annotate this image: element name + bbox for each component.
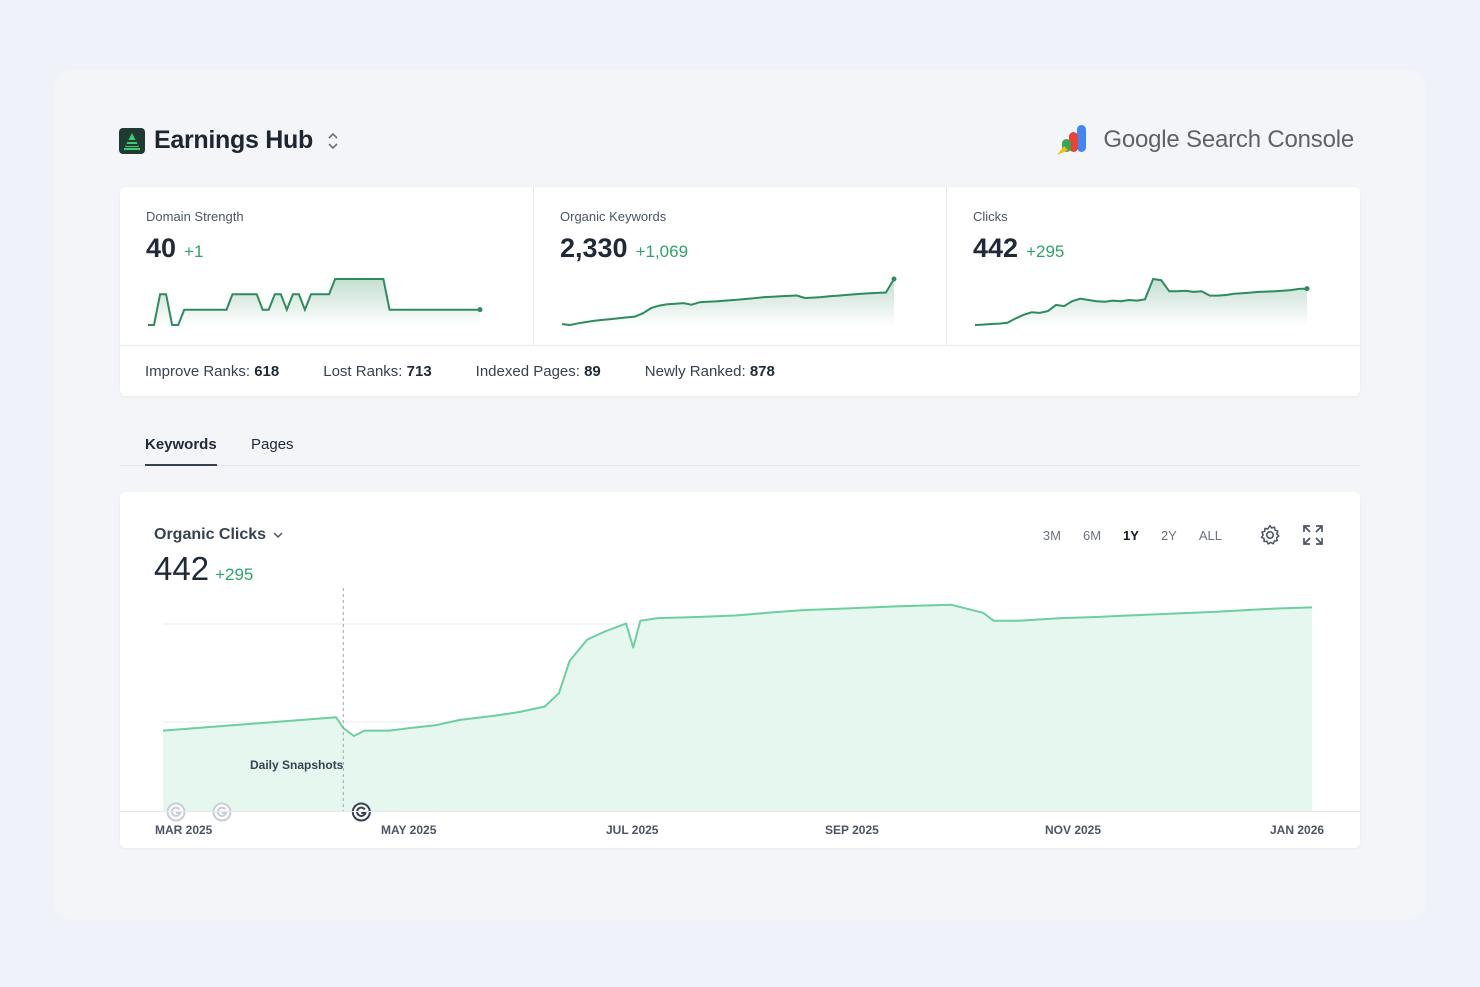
sparkline-line [974, 277, 1308, 326]
x-tick-label: JAN 2026 [1270, 823, 1325, 837]
app-logo-icon [119, 127, 145, 154]
x-tick-label: JUL 2025 [606, 823, 659, 837]
series-area [163, 604, 1312, 811]
range-2y[interactable]: 2Y [1160, 528, 1177, 543]
integration-name: Google Search Console [1103, 126, 1354, 153]
stat-improve-ranks: Improve Ranks: 618 [145, 362, 280, 380]
sparkline-clicks [974, 277, 1310, 327]
google-g-icon[interactable] [351, 802, 371, 822]
chart-value: 442 +295 [154, 550, 254, 587]
switcher-icon[interactable] [325, 130, 341, 152]
metric-label: Organic Keywords [560, 209, 667, 224]
metric-domain-strength[interactable]: Domain Strength 40 +1 [120, 187, 533, 345]
sparkline-line [561, 278, 895, 327]
metric-selector-label: Organic Clicks [154, 526, 267, 543]
metric-value: 442 +295 [973, 233, 1065, 263]
series-line [162, 603, 1313, 737]
stat-indexed-pages: Indexed Pages: 89 [475, 362, 601, 380]
google-g-icon[interactable] [166, 802, 186, 822]
annotation-label: Daily Snapshots [250, 758, 344, 772]
organic-clicks-chart [162, 588, 1313, 822]
range-1y[interactable]: 1Y [1123, 528, 1139, 543]
brand: Earnings Hub [119, 126, 341, 155]
range-6m[interactable]: 6M [1082, 528, 1102, 543]
tab-keywords[interactable]: Keywords [145, 436, 217, 466]
range-3m[interactable]: 3M [1042, 528, 1061, 543]
x-tick-label: MAR 2025 [155, 823, 213, 837]
x-tick-label: SEP 2025 [825, 823, 879, 837]
metric-delta: +295 [1026, 242, 1065, 261]
metric-delta: +1 [184, 242, 204, 261]
metric-selector[interactable]: Organic Clicks [154, 526, 283, 544]
chart-delta: +295 [215, 565, 254, 584]
tab-pages[interactable]: Pages [251, 436, 294, 453]
chart-card: Organic Clicks 442 +295 3M 6M 1Y 2Y ALL D… [120, 492, 1360, 848]
metric-value: 2,330 +1,069 [560, 233, 689, 263]
sparkline-area [148, 279, 480, 327]
metric-organic-keywords[interactable]: Organic Keywords 2,330 +1,069 [533, 187, 946, 345]
metric-delta: +1,069 [635, 242, 689, 261]
tab-bar: Keywords Pages [120, 431, 1360, 466]
metric-clicks[interactable]: Clicks 442 +295 [946, 187, 1359, 345]
range-all[interactable]: ALL [1198, 528, 1222, 543]
expand-icon[interactable] [1301, 523, 1325, 547]
sparkline-area [975, 279, 1307, 327]
sparkline-organic-keywords [561, 276, 897, 327]
metric-label: Clicks [973, 209, 1008, 224]
chevron-down-icon [273, 532, 283, 539]
stats-card: Domain Strength 40 +1 Organic Keywords 2,… [120, 187, 1360, 396]
sparkline-domain-strength [148, 278, 483, 327]
sparkline-area [562, 279, 894, 327]
app-name: Earnings Hub [154, 126, 313, 154]
stat-lost-ranks: Lost Ranks: 713 [323, 362, 432, 380]
sparkline-end-point [477, 307, 483, 313]
gear-icon[interactable] [1258, 523, 1282, 547]
google-g-icon[interactable] [212, 802, 232, 822]
stat-newly-ranked: Newly Ranked: 878 [644, 362, 775, 380]
x-axis [120, 811, 1360, 812]
search-console-logo-icon [1057, 125, 1087, 155]
sparkline-end-point [1304, 286, 1310, 292]
stats-footer: Improve Ranks: 618 Lost Ranks: 713 Index… [120, 345, 1360, 396]
sparkline-end-point [891, 276, 897, 282]
sparkline-line [148, 278, 480, 326]
metric-label: Domain Strength [146, 209, 244, 224]
metric-value: 40 +1 [146, 233, 204, 263]
x-tick-label: NOV 2025 [1045, 823, 1102, 837]
integration-brand: Google Search Console [1055, 122, 1354, 158]
range-selector: 3M 6M 1Y 2Y ALL [1021, 528, 1222, 543]
x-tick-label: MAY 2025 [381, 823, 437, 837]
